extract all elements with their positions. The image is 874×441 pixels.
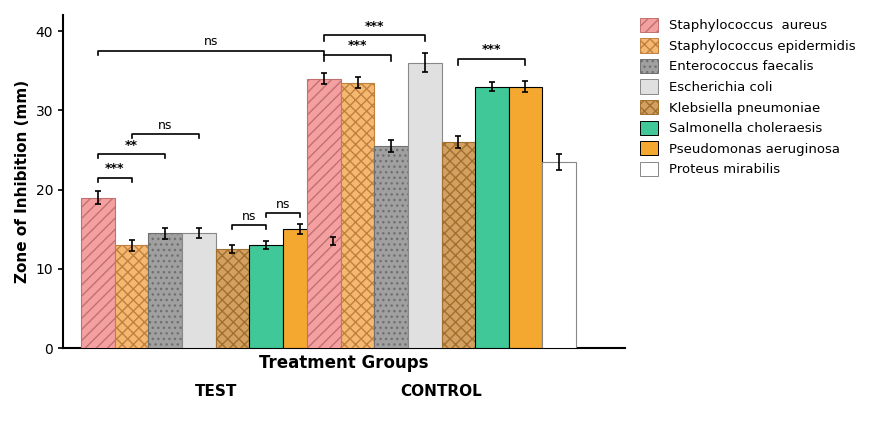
Y-axis label: Zone of Inhibition (mm): Zone of Inhibition (mm) [15,80,30,283]
Text: ns: ns [242,210,256,223]
Bar [374,146,408,348]
Bar [408,63,441,348]
Text: TEST: TEST [194,384,237,399]
Text: ns: ns [275,198,290,211]
Text: ***: *** [364,20,384,33]
Bar [249,245,282,348]
Text: ns: ns [204,35,218,49]
Bar [149,233,182,348]
Text: CONTROL: CONTROL [400,384,482,399]
Text: ***: *** [348,39,367,52]
Text: ***: *** [482,43,502,56]
X-axis label: Treatment Groups: Treatment Groups [259,354,428,372]
Text: ns: ns [158,119,172,132]
Text: **: ** [125,138,138,152]
Bar [475,86,509,348]
Bar [114,245,149,348]
Bar [542,162,576,348]
Text: ***: *** [105,162,125,176]
Bar [316,241,350,348]
Bar [216,249,249,348]
Bar [81,198,114,348]
Bar [182,233,216,348]
Bar [307,78,341,348]
Bar [441,142,475,348]
Bar [282,229,316,348]
Bar [509,86,542,348]
Legend: Staphylococcus  aureus, Staphylococcus epidermidis, Enterococcus faecalis, Esche: Staphylococcus aureus, Staphylococcus ep… [637,15,858,179]
Bar [341,82,374,348]
